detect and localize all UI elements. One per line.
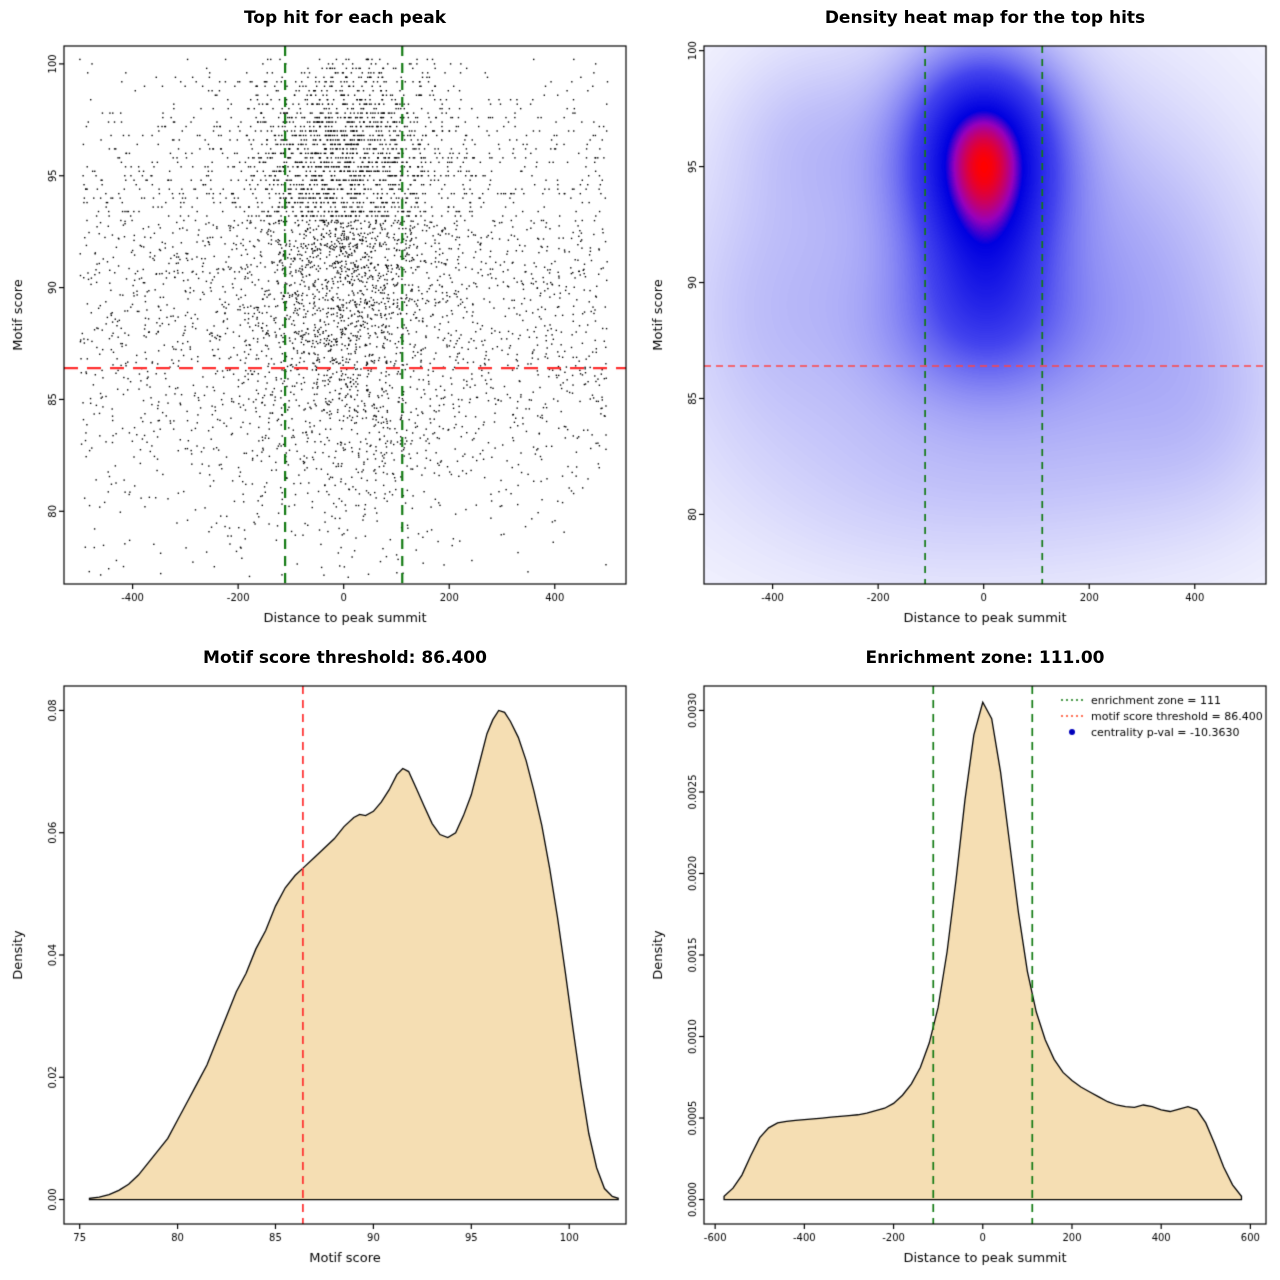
panel-heatmap: Density heat map for the top hits — [640, 0, 1280, 640]
distance-density-canvas — [640, 640, 1280, 1280]
panel-distance-density: Enrichment zone: 111.00 — [640, 640, 1280, 1280]
scatter-canvas — [0, 0, 640, 640]
motif-density-canvas — [0, 640, 640, 1280]
panel-scatter: Top hit for each peak — [0, 0, 640, 640]
heatmap-canvas — [640, 0, 1280, 640]
panel-motif-density: Motif score threshold: 86.400 — [0, 640, 640, 1280]
